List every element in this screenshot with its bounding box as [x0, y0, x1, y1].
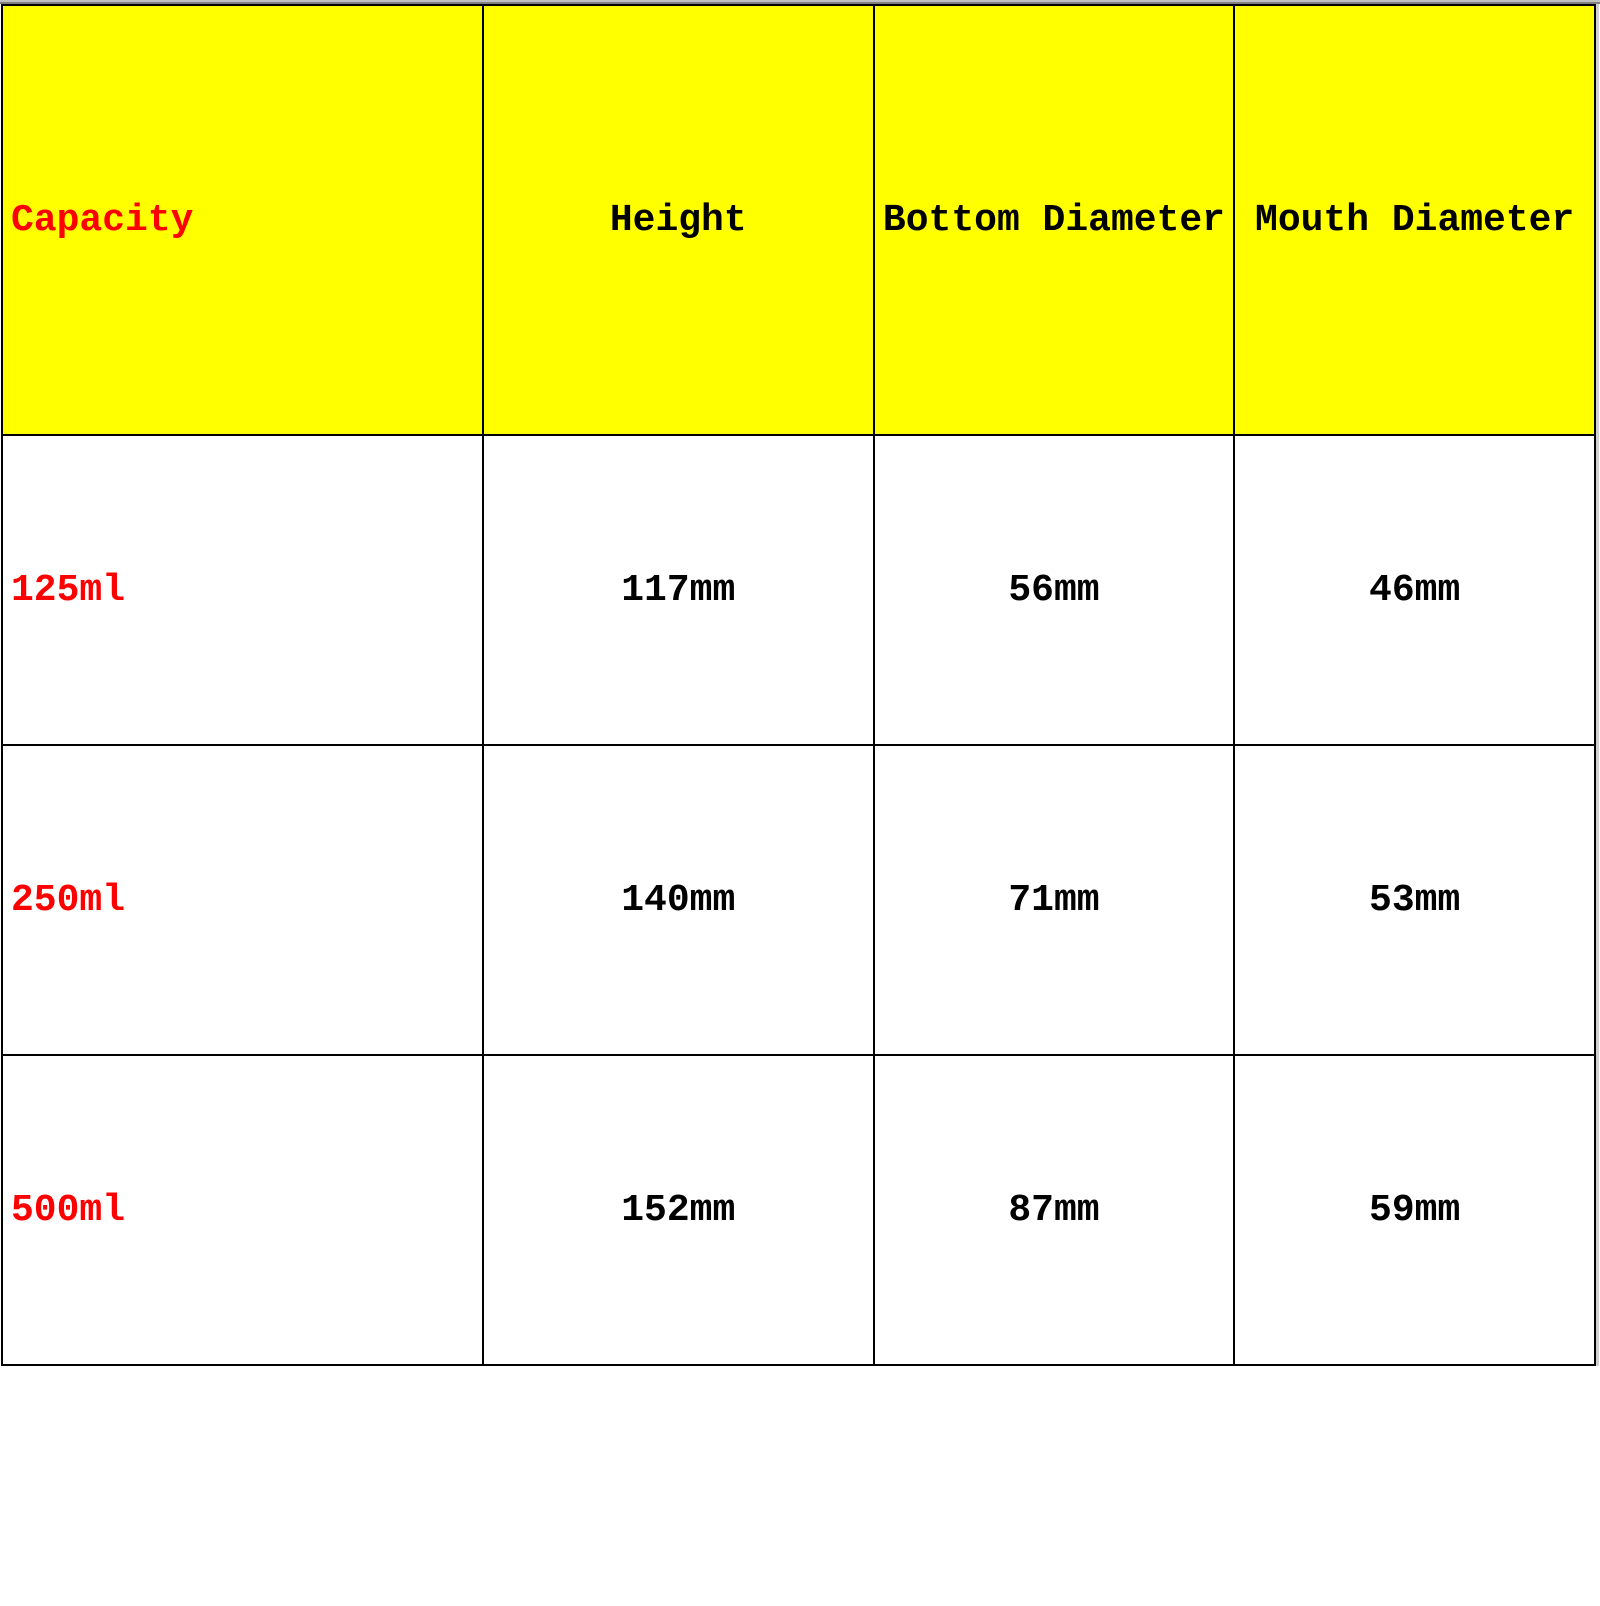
cell-bottom-diameter: 71mm	[874, 745, 1235, 1055]
cell-capacity: 250ml	[2, 745, 483, 1055]
cell-height: 140mm	[483, 745, 874, 1055]
table-row: 500ml 152mm 87mm 59mm	[2, 1055, 1595, 1365]
dimensions-table: Capacity Height Bottom Diameter Mouth Di…	[1, 4, 1596, 1366]
page-container: Capacity Height Bottom Diameter Mouth Di…	[0, 0, 1600, 1600]
header-capacity: Capacity	[2, 5, 483, 435]
header-mouth-diameter: Mouth Diameter	[1234, 5, 1595, 435]
header-bottom-diameter: Bottom Diameter	[874, 5, 1235, 435]
table-header-row: Capacity Height Bottom Diameter Mouth Di…	[2, 5, 1595, 435]
cell-bottom-diameter: 87mm	[874, 1055, 1235, 1365]
cell-height: 152mm	[483, 1055, 874, 1365]
table-row: 125ml 117mm 56mm 46mm	[2, 435, 1595, 745]
cell-mouth-diameter: 59mm	[1234, 1055, 1595, 1365]
cell-mouth-diameter: 46mm	[1234, 435, 1595, 745]
table-wrapper: Capacity Height Bottom Diameter Mouth Di…	[1, 4, 1599, 1366]
header-height: Height	[483, 5, 874, 435]
blank-area	[0, 1366, 1600, 1606]
cell-mouth-diameter: 53mm	[1234, 745, 1595, 1055]
cell-capacity: 125ml	[2, 435, 483, 745]
cell-bottom-diameter: 56mm	[874, 435, 1235, 745]
cell-capacity: 500ml	[2, 1055, 483, 1365]
table-row: 250ml 140mm 71mm 53mm	[2, 745, 1595, 1055]
cell-height: 117mm	[483, 435, 874, 745]
